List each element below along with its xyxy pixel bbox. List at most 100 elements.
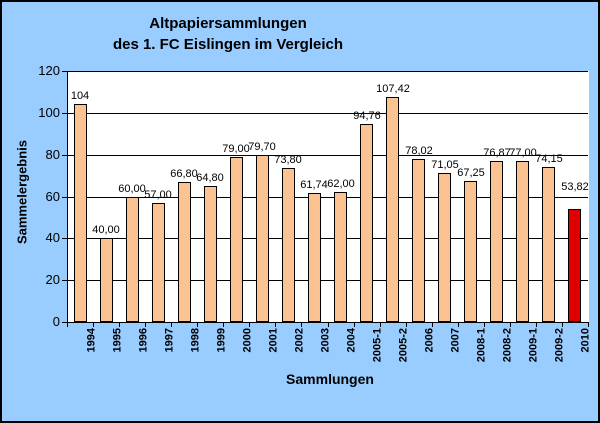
value-label-2008-1: 67,25 [457,167,485,179]
x-tick-label-2005-1: 2005-1 [371,328,383,363]
value-label-1994: 104 [70,90,90,102]
bar-2008-2 [490,161,503,322]
x-tick-label-1994: 1994 [85,328,97,353]
y-tick-label: 100 [38,105,60,120]
x-tick-label-2006: 2006 [423,328,435,353]
value-label-2006: 78,02 [405,145,433,157]
y-tick-label: 40 [45,230,60,245]
y-tick-label: 60 [45,189,60,204]
value-label-1995: 40,00 [92,224,120,236]
bar-2000 [230,157,243,322]
x-tick-label-2010: 2010 [579,328,591,353]
x-axis-tick [249,322,250,327]
bar-2001 [256,155,269,322]
x-axis-tick [93,322,94,327]
bar-1999 [204,186,217,322]
value-label-2002: 73,80 [274,154,302,166]
x-tick-label-2005-2: 2005-2 [397,328,409,363]
y-axis-tick [62,71,67,72]
y-axis-tick [62,113,67,114]
chart-title-line1: Altpapiersammlungen [149,15,307,32]
x-tick-label-2009-1: 2009-1 [527,328,539,363]
x-tick-label-2007: 2007 [449,328,461,353]
value-label-2009-1: 77,00 [509,147,537,159]
x-tick-label-1997: 1997 [163,328,175,353]
x-tick-label-1999: 1999 [215,328,227,353]
value-label-2007: 71,05 [431,159,459,171]
chart-title: Altpapiersammlungen des 1. FC Eislingen … [8,13,448,55]
y-axis-tick [62,280,67,281]
x-axis-tick [197,322,198,327]
bar-2008-1 [464,181,477,322]
x-axis-tick [588,322,589,327]
bar-2004 [334,192,347,322]
y-axis-title: Sammelergebnis [14,139,30,245]
x-axis-tick [275,322,276,327]
y-tick-label: 80 [45,147,60,162]
gridline-y-100 [67,113,588,114]
x-axis-tick [301,322,302,327]
x-axis-tick [380,322,381,327]
y-axis-tick [62,322,67,323]
bar-1997 [152,203,165,322]
x-axis-title: Sammlungen [286,371,374,387]
chart-title-line2: des 1. FC Eislingen im Vergleich [112,36,344,53]
bar-2009-1 [516,161,529,322]
value-label-1999: 64,80 [196,172,224,184]
bar-1995 [100,238,113,322]
bar-2006 [412,159,425,322]
value-label-2005-1: 94,76 [353,110,381,122]
y-axis-tick [62,197,67,198]
x-axis-tick [171,322,172,327]
x-axis-tick [432,322,433,327]
x-axis-tick [458,322,459,327]
x-axis-tick [510,322,511,327]
value-label-1996: 60,00 [118,183,146,195]
x-tick-label-2004: 2004 [345,328,357,353]
y-axis-tick [62,238,67,239]
x-axis-tick [406,322,407,327]
gridline-y-60 [67,197,588,198]
y-tick-label: 120 [38,63,60,78]
bar-2005-1 [360,124,373,322]
gridline-y-120 [67,71,588,72]
value-label-2010: 53,82 [561,181,589,193]
bar-1998 [178,182,191,322]
gridline-y-80 [67,155,588,156]
value-label-2001: 79,70 [248,141,276,153]
x-tick-label-2000: 2000 [241,328,253,353]
x-tick-label-1995: 1995 [111,328,123,353]
x-tick-label-2008-2: 2008-2 [501,328,513,363]
bar-1996 [126,197,139,322]
x-axis-tick [223,322,224,327]
gridline-y-20 [67,280,588,281]
bar-2003 [308,193,321,322]
value-label-2004: 62,00 [327,178,355,190]
bar-2005-2 [386,97,399,322]
value-label-2009-2: 74,15 [535,153,563,165]
x-tick-label-1998: 1998 [189,328,201,353]
bar-2002 [282,168,295,322]
x-tick-label-2001: 2001 [267,328,279,353]
x-axis-tick [328,322,329,327]
x-axis-tick [119,322,120,327]
x-tick-label-2009-2: 2009-2 [553,328,565,363]
y-axis-tick [62,155,67,156]
x-axis-tick [562,322,563,327]
x-tick-label-2002: 2002 [293,328,305,353]
y-tick-label: 0 [52,314,60,329]
bar-2007 [438,173,451,322]
bar-2009-2 [542,167,555,322]
x-tick-label-2008-1: 2008-1 [475,328,487,363]
x-tick-label-2003: 2003 [319,328,331,353]
value-label-2008-2: 76,87 [483,147,511,159]
x-axis-tick [145,322,146,327]
y-tick-label: 20 [45,272,60,287]
gridline-y-40 [67,238,588,239]
bar-1994 [74,104,87,322]
bar-2010 [568,209,581,322]
x-axis-tick [67,322,68,327]
value-label-1998: 66,80 [170,168,198,180]
x-tick-label-1996: 1996 [137,328,149,353]
